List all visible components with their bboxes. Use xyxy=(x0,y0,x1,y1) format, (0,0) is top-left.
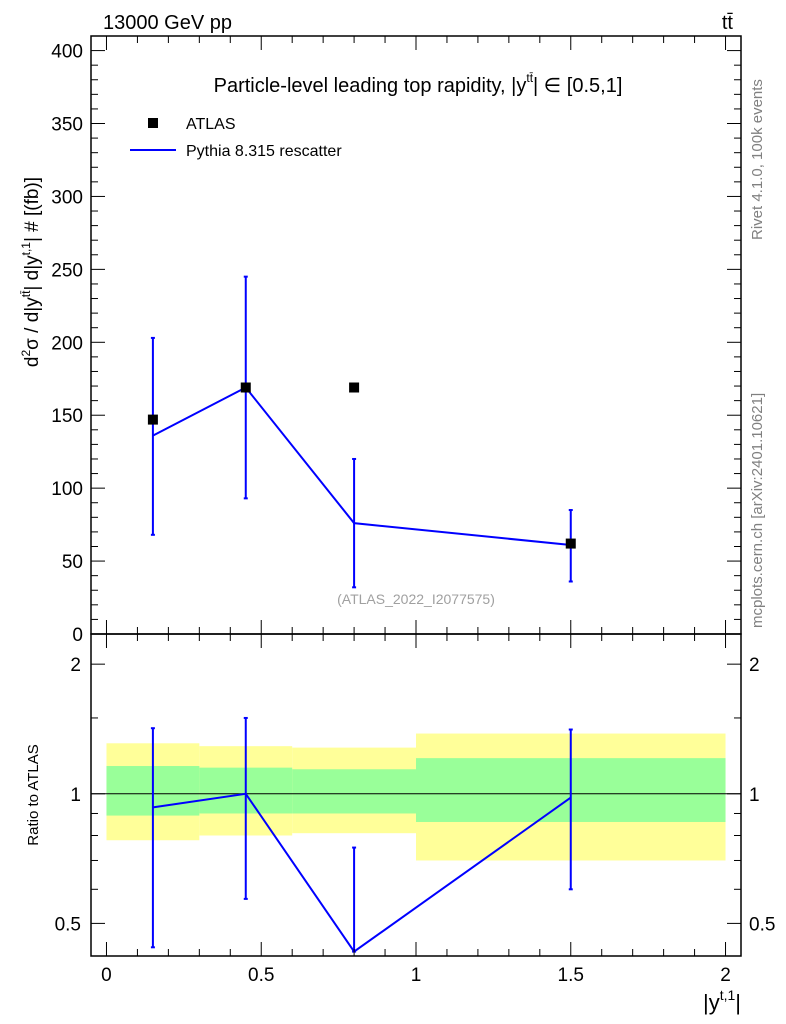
main-y-axis-label: d2σ / d|ytt̄| d|yt,1| # [(fb)] xyxy=(19,177,43,367)
ylabel-sup-3: t,1 xyxy=(19,242,33,256)
main-y-tick-label: 100 xyxy=(51,479,83,500)
main-y-tick-label: 50 xyxy=(62,552,83,573)
ratio-green-band xyxy=(292,769,416,814)
ratio-y-axis-label: Ratio to ATLAS xyxy=(25,744,42,845)
ylabel-part-2: σ / d|y xyxy=(22,297,43,350)
legend-label-pythia: Pythia 8.315 rescatter xyxy=(186,143,342,160)
plot-title-tail: | ∈ [0.5,1] xyxy=(533,75,622,97)
ratio-panel-frame xyxy=(90,633,742,957)
plot-title-main: Particle-level leading top rapidity, |y xyxy=(214,75,527,97)
x-axis-label: |yt,1| xyxy=(703,987,741,1015)
main-y-tick-label: 0 xyxy=(72,625,83,646)
pythia-line xyxy=(152,386,571,547)
mcplots-credit-label: mcplots.cern.ch [arXiv:2401.10621] xyxy=(749,393,766,628)
legend-label-atlas: ATLAS xyxy=(186,116,236,133)
analysis-label: (ATLAS_2022_I2077575) xyxy=(337,591,495,607)
main-y-tick-label: 300 xyxy=(51,187,83,208)
ylabel-sup-1: 2 xyxy=(19,350,33,357)
plot-title-sup: tt̄ xyxy=(526,71,533,85)
ylabel-part-3: | d|y xyxy=(22,255,43,291)
ratio-y-tick-label-right: 2 xyxy=(749,655,760,676)
ratio-y-tick-label-left: 2 xyxy=(70,655,81,676)
ratio-y-tick-label-right: 0.5 xyxy=(749,914,775,935)
atlas-data-point xyxy=(349,382,360,393)
ratio-pythia-line xyxy=(152,792,572,954)
main-y-tick-label: 150 xyxy=(51,406,83,427)
ratio-y-tick-label-left: 0.5 xyxy=(55,914,81,935)
plot-title: Particle-level leading top rapidity, |yt… xyxy=(214,71,623,97)
ylabel-part-4: | # [(fb)] xyxy=(22,177,43,242)
x-tick-label: 0 xyxy=(101,965,112,986)
ylabel-sup-2: tt̄ xyxy=(19,290,33,297)
main-y-tick-label: 350 xyxy=(51,115,83,136)
x-tick-label: 0.5 xyxy=(248,965,274,986)
atlas-data-point xyxy=(147,414,158,425)
ratio-y-tick-label-left: 1 xyxy=(70,785,81,806)
atlas-data-point xyxy=(565,538,576,549)
x-tick-label: 2 xyxy=(720,965,731,986)
atlas-data-point xyxy=(240,382,251,393)
legend: ATLAS Pythia 8.315 rescatter xyxy=(130,116,342,160)
main-y-tick-label: 250 xyxy=(51,260,83,281)
header-energy-label: 13000 GeV pp xyxy=(103,12,232,34)
x-tick-label: 1.5 xyxy=(558,965,584,986)
ylabel-part-1: d xyxy=(22,357,43,368)
header-process-label: tt̄ xyxy=(722,12,734,34)
legend-marker-atlas xyxy=(148,118,158,128)
rivet-version-label: Rivet 4.1.0, 100k events xyxy=(749,79,766,240)
main-y-tick-label: 400 xyxy=(51,42,83,63)
main-y-tick-label: 200 xyxy=(51,333,83,354)
ratio-y-tick-label-right: 1 xyxy=(749,785,760,806)
x-tick-label: 1 xyxy=(411,965,422,986)
